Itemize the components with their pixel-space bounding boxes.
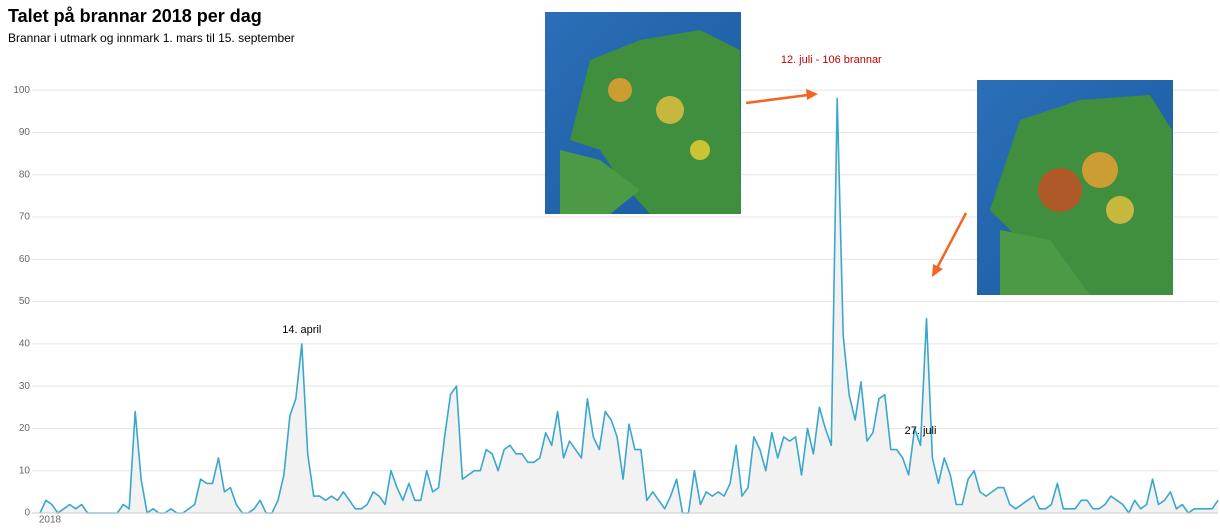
chart: Talet på brannar 2018 per dag Brannar i … <box>0 0 1220 525</box>
y-tick-label: 20 <box>19 423 31 434</box>
annotation: 14. april <box>282 324 321 336</box>
y-tick-label: 80 <box>19 169 31 180</box>
y-tick-label: 50 <box>19 296 31 307</box>
y-tick-label: 60 <box>19 254 31 265</box>
arrow <box>746 89 966 277</box>
y-tick-label: 10 <box>19 465 31 476</box>
y-tick-label: 90 <box>19 127 31 138</box>
y-tick-label: 30 <box>19 381 31 392</box>
y-tick-label: 70 <box>19 212 31 223</box>
map-inset <box>545 12 741 214</box>
map-inset <box>977 80 1173 295</box>
chart-title: Talet på brannar 2018 per dag <box>8 6 262 26</box>
y-tick-label: 40 <box>19 338 31 349</box>
annotation: 12. juli - 106 brannar <box>781 54 882 66</box>
y-tick-label: 0 <box>24 508 30 519</box>
y-tick-label: 100 <box>13 85 30 96</box>
x-tick-label: 2018 <box>39 515 62 525</box>
annotation: 27. juli <box>905 425 937 437</box>
chart-subtitle: Brannar i utmark og innmark 1. mars til … <box>8 31 295 45</box>
